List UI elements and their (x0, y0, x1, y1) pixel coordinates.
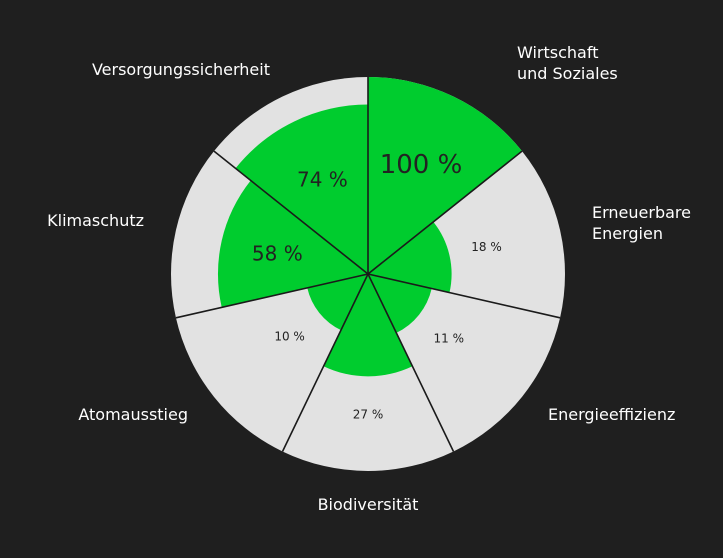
segment-divider (213, 150, 369, 275)
value-label-biodiversit-t: 27 % (353, 408, 384, 422)
category-label-klimaschutz: Klimaschutz (47, 211, 144, 230)
segment-divider (367, 273, 561, 319)
segment-bar-biodiversit-t (323, 274, 413, 377)
segment-divider (367, 273, 455, 452)
category-label-wirtschaft-und-soziales: Wirtschaft (517, 43, 598, 62)
segment-bar-wirtschaft-und-soziales (368, 77, 523, 274)
category-label-biodiversit-t: Biodiversität (318, 495, 419, 514)
segment-bar-erneuerbare-energien (368, 221, 452, 293)
category-label-erneuerbare-energien: Energien (592, 224, 663, 243)
category-label-versorgungssicherheit: Versorgungssicherheit (92, 60, 270, 79)
value-label-wirtschaft-und-soziales: 100 % (380, 150, 463, 180)
value-label-energieeffizienz: 11 % (434, 332, 465, 346)
value-label-klimaschutz: 58 % (252, 241, 303, 265)
segment-divider (367, 150, 523, 275)
segment-divider (281, 273, 369, 452)
segment-bar-atomausstieg (307, 274, 368, 331)
segment-bar-klimaschutz (217, 180, 368, 308)
segment-bar-versorgungssicherheit (235, 104, 368, 274)
category-label-wirtschaft-und-soziales: und Soziales (517, 64, 618, 83)
value-label-atomausstieg: 10 % (274, 330, 305, 344)
value-label-erneuerbare-energien: 18 % (471, 240, 502, 254)
segment-bar-energieeffizienz (368, 274, 432, 333)
value-label-versorgungssicherheit: 74 % (297, 167, 348, 191)
segment-track-atomausstieg (175, 274, 368, 452)
category-label-energieeffizienz: Energieeffizienz (548, 405, 675, 424)
segment-divider (175, 273, 369, 319)
category-label-erneuerbare-energien: Erneuerbare (592, 203, 691, 222)
category-label-atomausstieg: Atomausstieg (78, 405, 188, 424)
segment-track-energieeffizienz (368, 274, 561, 452)
